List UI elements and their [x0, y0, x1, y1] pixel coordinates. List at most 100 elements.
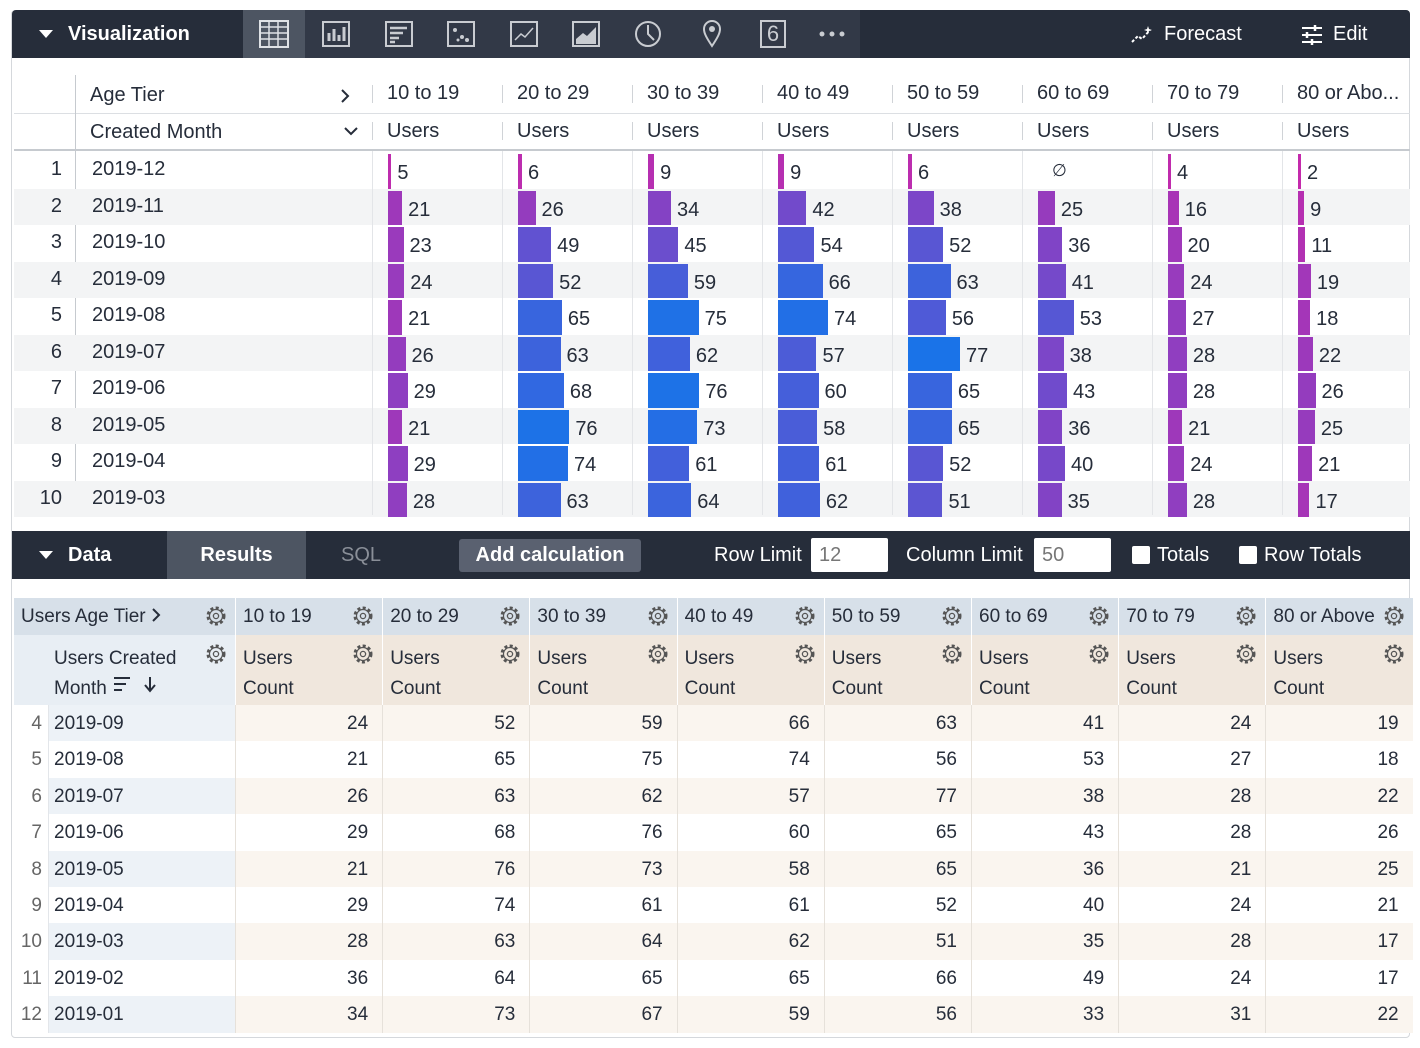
pivot-value: 80 or Abo...: [1297, 82, 1400, 104]
more-icon[interactable]: [818, 30, 846, 38]
measure-settings-icon[interactable]: [499, 643, 521, 665]
column-settings-icon[interactable]: [647, 605, 669, 627]
cell-value: 9: [790, 162, 802, 184]
column-chart-icon[interactable]: [322, 21, 350, 47]
measure-label[interactable]: Users Count: [390, 648, 441, 699]
row-totals-checkbox[interactable]: [1239, 546, 1257, 564]
cell-value: 65: [957, 381, 981, 403]
measure-label[interactable]: Users Count: [831, 648, 883, 699]
line-chart-icon[interactable]: [510, 21, 538, 47]
cell-value: 21: [347, 858, 369, 880]
row-limit-input[interactable]: 12: [811, 538, 888, 572]
totals-checkbox[interactable]: [1132, 546, 1150, 564]
value-cell-bg: [235, 814, 383, 851]
column-settings-icon[interactable]: [1383, 605, 1405, 627]
value-cell-bg: [676, 705, 824, 742]
area-chart-icon[interactable]: [572, 21, 600, 47]
value-bar: [1038, 263, 1066, 298]
dimension-settings-icon[interactable]: [205, 643, 227, 665]
column-settings-icon[interactable]: [941, 605, 963, 627]
pivot-expand-icon[interactable]: [339, 88, 351, 104]
pivot-value: 50 to 59: [907, 82, 980, 104]
sort-icon[interactable]: [113, 675, 157, 693]
measure-label[interactable]: Users Count: [243, 648, 294, 699]
cell-value: 52: [949, 235, 972, 257]
column-divider: [1152, 151, 1153, 515]
cell-value: 49: [557, 235, 580, 257]
map-icon[interactable]: [702, 20, 722, 48]
column-settings-icon[interactable]: [352, 605, 374, 627]
collapse-toggle[interactable]: [38, 549, 54, 561]
measure-settings-icon[interactable]: [941, 643, 963, 665]
cell-value: 26: [411, 344, 434, 367]
column-limit-label: Column Limit: [906, 544, 1023, 566]
dimension-collapse-icon[interactable]: [343, 125, 359, 137]
bar-chart-icon[interactable]: [385, 21, 413, 47]
viz-type-table-selected[interactable]: [243, 10, 305, 58]
cell-value: 36: [1083, 858, 1105, 880]
column-limit-input[interactable]: 50: [1034, 538, 1111, 572]
column-settings-icon[interactable]: [1235, 605, 1257, 627]
value-bar: [1298, 373, 1316, 408]
column-settings-icon[interactable]: [499, 605, 521, 627]
sql-tab[interactable]: SQL: [341, 544, 382, 566]
visualization-title[interactable]: Visualization: [68, 23, 190, 45]
dimension-label[interactable]: Users Created Month: [54, 648, 177, 699]
single-value-icon[interactable]: 6: [760, 20, 786, 48]
cell-value: 41: [1071, 271, 1094, 294]
measure-settings-icon[interactable]: [794, 643, 816, 665]
collapse-toggle[interactable]: [38, 28, 54, 40]
row-number: 9: [50, 450, 62, 472]
value-bar: [908, 482, 943, 517]
pie-chart-icon[interactable]: [634, 20, 662, 48]
value-cell-bg: [235, 850, 383, 887]
measure-settings-icon[interactable]: [647, 643, 669, 665]
value-bar: [648, 446, 690, 481]
value-bar: [648, 263, 688, 298]
pivot-settings-icon[interactable]: [205, 605, 227, 627]
measure-label[interactable]: Users Count: [684, 648, 736, 699]
scatter-icon[interactable]: [447, 21, 475, 47]
measure-settings-icon[interactable]: [352, 643, 374, 665]
row-number: 6: [50, 340, 62, 363]
column-settings-icon[interactable]: [1088, 605, 1110, 627]
measure-settings-icon[interactable]: [1235, 643, 1257, 665]
edit-icon[interactable]: [1300, 24, 1324, 46]
month-cell-bg: [48, 959, 235, 997]
cell-value: 60: [788, 822, 810, 844]
forecast-button[interactable]: Forecast: [1164, 23, 1242, 45]
column-settings-icon[interactable]: [794, 605, 816, 627]
cell-value: 22: [1377, 1004, 1399, 1026]
month-cell-bg: [48, 996, 235, 1033]
value-bar: [1168, 227, 1182, 262]
measure-label[interactable]: Users Count: [1126, 648, 1177, 699]
value-cell-bg: [382, 777, 530, 815]
data-title[interactable]: Data: [68, 544, 112, 566]
column-divider: [892, 151, 893, 515]
measure-label[interactable]: Users Count: [979, 648, 1030, 699]
value-cell-bg: [1118, 996, 1266, 1033]
cell-value: 60: [824, 381, 847, 403]
column-divider: [632, 151, 633, 515]
add-calculation-button[interactable]: Add calculation: [459, 539, 641, 572]
results-tab[interactable]: Results: [167, 531, 306, 579]
month-cell-bg: [48, 887, 235, 924]
measure-label[interactable]: Users Count: [1273, 648, 1325, 699]
value-cell-bg: [1265, 777, 1413, 815]
edit-button[interactable]: Edit: [1333, 23, 1368, 45]
measure-settings-icon[interactable]: [1088, 643, 1110, 665]
measure-label[interactable]: Users Count: [537, 648, 589, 699]
forecast-icon[interactable]: [1130, 24, 1154, 46]
row-number: 5: [50, 304, 62, 326]
pivot-expand-icon[interactable]: [150, 607, 162, 623]
month-cell: 2019-05: [54, 858, 124, 880]
value-bar: [518, 373, 564, 408]
value-cell-bg: [971, 777, 1119, 815]
value-bar: [1168, 482, 1187, 517]
cell-value: 17: [1377, 967, 1399, 989]
value-bar: [1298, 263, 1311, 298]
cell-value: 65: [935, 822, 957, 844]
pivot-header-cell: [971, 598, 1119, 635]
measure-settings-icon[interactable]: [1383, 643, 1405, 665]
results-tab-label: Results: [200, 544, 273, 566]
